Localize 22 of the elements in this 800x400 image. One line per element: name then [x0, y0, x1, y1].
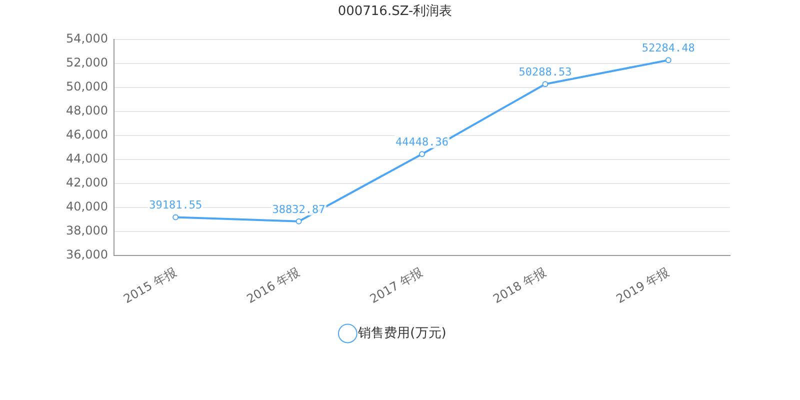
y-tick-label: 40,000	[66, 200, 108, 214]
y-tick-label: 36,000	[66, 247, 108, 262]
data-label: 38832.87	[272, 202, 326, 216]
y-tick-label: 44,000	[66, 152, 108, 166]
point	[542, 81, 548, 88]
y-tick-label: 52,000	[66, 56, 108, 70]
y-tick-label: 48,000	[66, 104, 108, 118]
data-label: 50288.53	[518, 65, 572, 78]
point	[296, 218, 302, 224]
data-label: 39181.55	[149, 198, 202, 212]
y-tick-label: 42,000	[66, 176, 108, 190]
y-tick-label: 46,000	[66, 128, 108, 142]
y-tick-label: 50,000	[66, 80, 108, 94]
data-label: 52284.48	[642, 42, 695, 55]
chart-title: 000716.SZ-利润表	[338, 4, 452, 20]
legend-label: 销售费用(万元)	[357, 326, 446, 341]
y-tick-label: 38,000	[66, 224, 108, 238]
y-tick-label: 54,000	[66, 32, 108, 46]
data-label: 44448.36	[396, 135, 448, 148]
point	[172, 214, 179, 220]
point	[665, 57, 672, 64]
point	[418, 151, 425, 158]
